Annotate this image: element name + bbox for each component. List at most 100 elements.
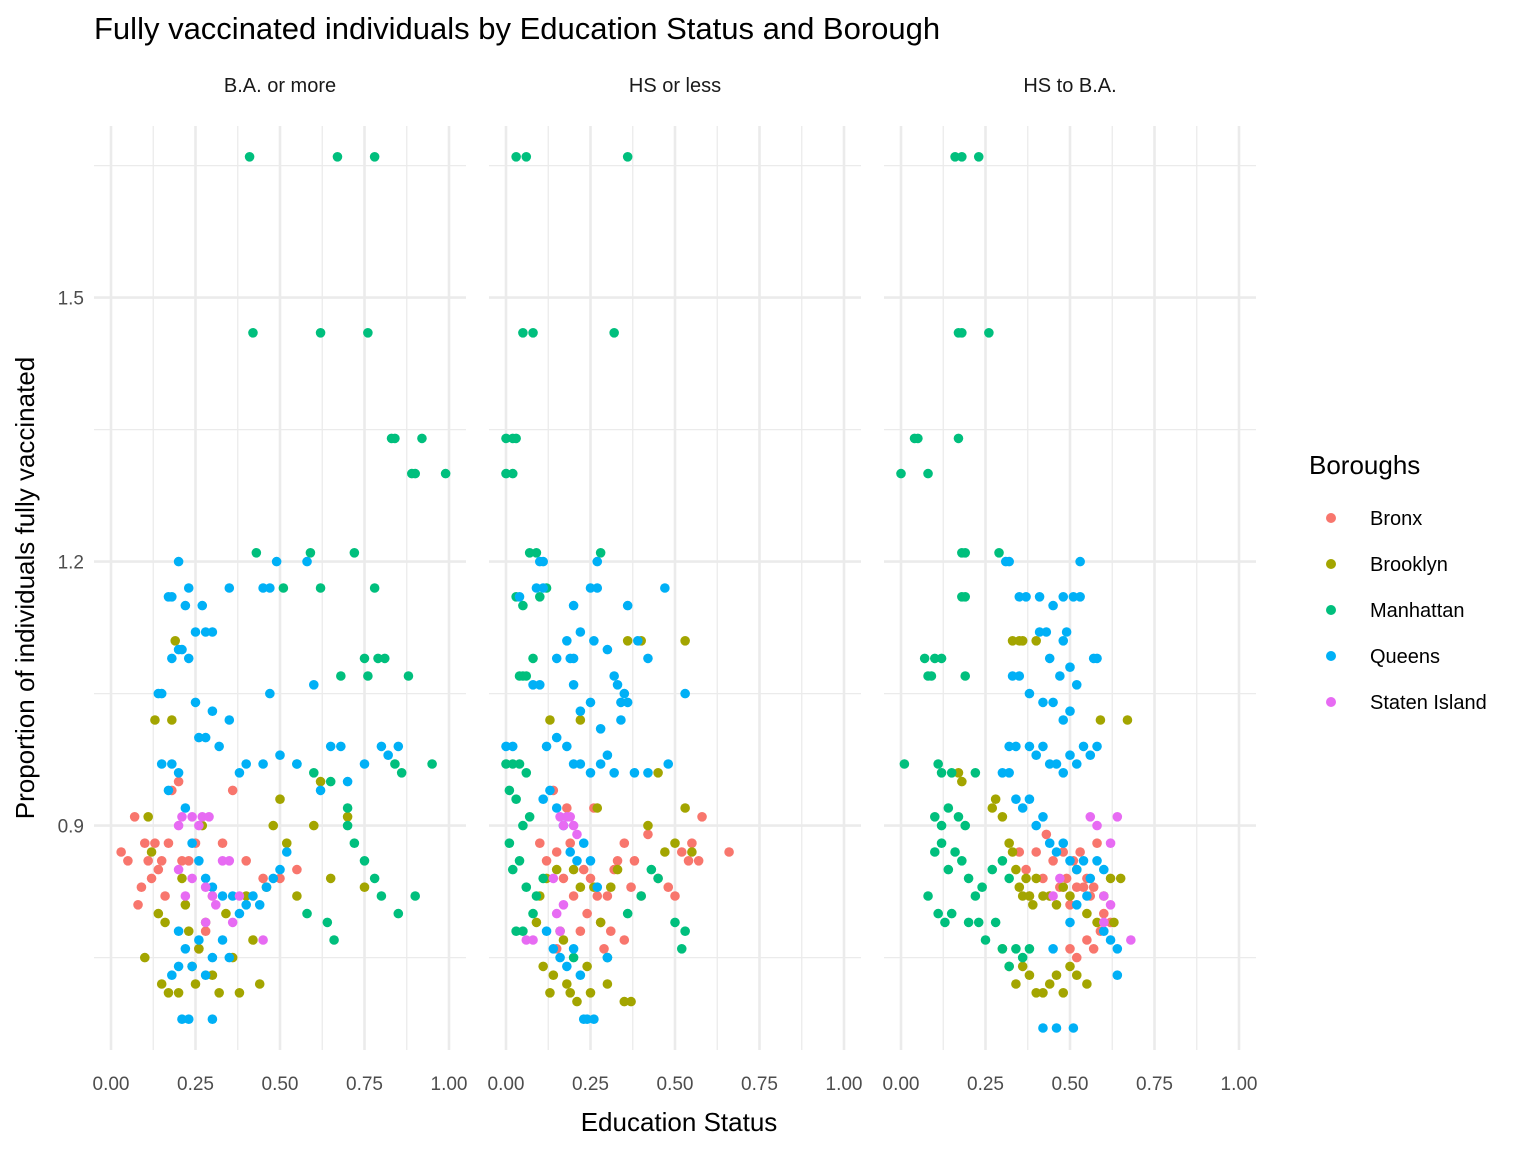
data-point xyxy=(163,785,174,796)
data-point xyxy=(342,776,353,787)
data-point xyxy=(680,636,690,646)
data-point xyxy=(417,433,427,444)
data-point xyxy=(987,864,998,875)
data-point xyxy=(670,838,680,848)
data-point xyxy=(994,548,1004,558)
data-point xyxy=(1034,592,1045,602)
data-point xyxy=(953,433,964,444)
data-point xyxy=(1092,653,1102,664)
data-point xyxy=(234,768,245,778)
data-point xyxy=(1007,636,1018,646)
data-point xyxy=(1099,891,1109,901)
data-point xyxy=(1065,944,1075,954)
y-axis-title: Proportion of individuals fully vaccinat… xyxy=(10,357,40,819)
data-point xyxy=(595,548,606,558)
data-point xyxy=(1034,627,1045,637)
data-point xyxy=(660,847,670,857)
data-point xyxy=(950,847,960,857)
data-point xyxy=(896,468,906,479)
data-point xyxy=(1011,979,1021,989)
data-point xyxy=(200,627,211,637)
data-point xyxy=(302,908,312,919)
data-point xyxy=(514,592,525,602)
data-point xyxy=(322,917,333,928)
data-point xyxy=(643,653,653,664)
data-point xyxy=(619,935,630,945)
data-point xyxy=(258,583,268,593)
data-point xyxy=(585,988,596,998)
data-point xyxy=(258,873,268,884)
data-point xyxy=(538,961,548,972)
data-point xyxy=(605,926,616,936)
data-point xyxy=(936,653,947,664)
data-point xyxy=(612,856,623,866)
data-point xyxy=(568,864,579,875)
data-point xyxy=(930,812,940,822)
data-point xyxy=(440,468,451,479)
data-point xyxy=(997,944,1008,954)
data-point xyxy=(697,812,707,822)
data-point xyxy=(1017,803,1028,813)
data-point xyxy=(349,548,360,558)
data-point xyxy=(1031,873,1041,884)
data-point xyxy=(143,856,153,866)
data-point xyxy=(183,856,194,866)
data-point xyxy=(1105,900,1116,910)
data-point xyxy=(207,970,218,980)
data-point xyxy=(528,328,538,338)
data-point xyxy=(221,908,231,919)
data-point xyxy=(612,864,623,875)
data-point xyxy=(501,433,511,444)
legend-key xyxy=(1326,513,1336,523)
data-point xyxy=(1115,873,1126,884)
data-point xyxy=(565,838,576,848)
data-point xyxy=(987,803,998,813)
data-point xyxy=(271,556,282,567)
data-point xyxy=(1004,961,1014,972)
data-point xyxy=(200,873,211,884)
data-point xyxy=(507,759,518,769)
y-tick-label: 1.5 xyxy=(58,289,84,310)
data-point xyxy=(1024,688,1035,699)
data-point xyxy=(275,873,285,884)
data-point xyxy=(123,856,133,866)
data-point xyxy=(278,583,289,593)
facet-strip-label: HS to B.A. xyxy=(1023,75,1116,97)
data-point xyxy=(170,636,181,646)
data-point xyxy=(315,776,326,787)
data-point xyxy=(227,917,238,928)
data-point xyxy=(565,847,576,857)
data-point xyxy=(1051,970,1062,980)
data-point xyxy=(1044,653,1055,664)
data-point xyxy=(558,935,569,945)
data-point xyxy=(1051,847,1062,857)
data-point xyxy=(1055,671,1065,681)
data-point xyxy=(555,952,565,963)
data-point xyxy=(511,152,521,162)
data-point xyxy=(156,688,167,699)
data-point xyxy=(373,653,383,664)
data-point xyxy=(136,882,147,892)
data-point xyxy=(619,688,630,699)
facet-strip-label: HS or less xyxy=(629,75,721,97)
data-point xyxy=(1031,636,1041,646)
x-tick-label: 0.00 xyxy=(488,1074,525,1095)
data-point xyxy=(261,882,272,892)
facet-panel: B.A. or more 0.00 0.25 0.50 0.75 1.00 xyxy=(93,75,468,1095)
data-point xyxy=(518,600,528,611)
x-axis-title: Education Status xyxy=(581,1107,778,1137)
data-point xyxy=(217,935,228,945)
data-point xyxy=(518,820,528,831)
data-point xyxy=(133,900,143,910)
data-point xyxy=(616,697,626,708)
data-point xyxy=(187,812,197,822)
data-point xyxy=(609,328,619,338)
data-point xyxy=(541,926,552,936)
data-point xyxy=(393,741,404,752)
data-point xyxy=(562,803,572,813)
x-tick-label: 0.50 xyxy=(1052,1074,1089,1095)
data-point xyxy=(504,785,515,796)
data-point xyxy=(575,759,586,769)
data-point xyxy=(292,759,302,769)
data-point xyxy=(241,759,251,769)
